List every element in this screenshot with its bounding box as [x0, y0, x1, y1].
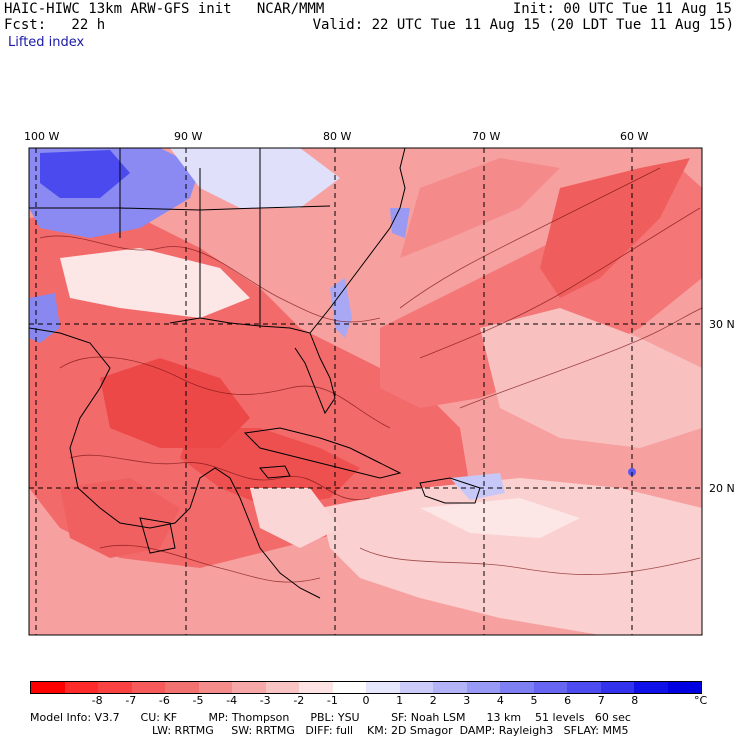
neutral-regions: [60, 248, 702, 635]
colorbar-tick-label: 5: [530, 694, 538, 707]
colorbar-swatch: [500, 682, 534, 693]
colorbar-swatch: [433, 682, 467, 693]
colorbar-swatch: [198, 682, 232, 693]
lon-label-70w: 70 W: [472, 130, 501, 143]
colorbar-swatch: [399, 682, 433, 693]
colorbar-swatch: [64, 682, 98, 693]
colorbar-tick-label: -5: [192, 694, 204, 707]
colorbar-tick-label: 7: [597, 694, 605, 707]
colorbar-swatch: [165, 682, 199, 693]
colorbar-tick-label: -3: [259, 694, 271, 707]
colorbar-swatch: [533, 682, 567, 693]
lon-label-80w: 80 W: [323, 130, 352, 143]
contour-lines: [39, 167, 702, 583]
colorbar-tick-label: 8: [631, 694, 639, 707]
lon-label-100w: 100 W: [24, 130, 60, 143]
colorbar-tick-label: 0: [362, 694, 370, 707]
colorbar-swatch: [265, 682, 299, 693]
map-frame: [28, 147, 703, 636]
colorbar-swatch: [98, 682, 132, 693]
colorbar-tick-label: -1: [326, 694, 338, 707]
colorbar-swatch: [667, 682, 701, 693]
colorbar-swatch: [567, 682, 601, 693]
colorbar-tick-label: -6: [158, 694, 170, 707]
colorbar-tick-label: 6: [564, 694, 572, 707]
colorbar: [30, 681, 702, 694]
colorbar-tick-label: -7: [125, 694, 137, 707]
colorbar-tick-label: 3: [463, 694, 471, 707]
colorbar-swatch: [232, 682, 266, 693]
colorbar-tick-label: -8: [91, 694, 103, 707]
warm-regions: [29, 158, 702, 568]
colorbar-swatch: [466, 682, 500, 693]
lon-label-60w: 60 W: [620, 130, 649, 143]
colorbar-swatch: [634, 682, 668, 693]
lat-label-30n: 30 N: [709, 318, 735, 331]
field-name: Lifted index: [8, 35, 85, 50]
colorbar-labels: -8 -7 -6 -5 -4 -3 -2 -1 0 1 2 3 4 5 6 7 8: [30, 694, 730, 708]
colorbar-swatch: [131, 682, 165, 693]
model-info-line1: Model Info: V3.7 CU: KF MP: Thompson PBL…: [30, 711, 631, 724]
colorbar-tick-label: 4: [496, 694, 504, 707]
model-title: HAIC-HIWC 13km ARW-GFS init NCAR/MMM: [4, 1, 325, 17]
colorbar-swatch: [31, 682, 65, 693]
colorbar-tick-label: -4: [226, 694, 238, 707]
init-time: Init: 00 UTC Tue 11 Aug 15: [512, 1, 732, 17]
colorbar-swatch: [600, 682, 634, 693]
valid-time: Valid: 22 UTC Tue 11 Aug 15 (20 LDT Tue …: [312, 17, 734, 33]
forecast-hour: Fcst: 22 h: [4, 17, 106, 33]
colorbar-unit: °C: [694, 694, 708, 707]
colorbar-tick-label: 1: [396, 694, 404, 707]
colorbar-tick-label: -2: [293, 694, 305, 707]
colorbar-swatch: [299, 682, 333, 693]
colorbar-swatch: [332, 682, 366, 693]
coastlines: [29, 148, 481, 599]
lon-label-90w: 90 W: [174, 130, 203, 143]
lat-label-20n: 20 N: [709, 482, 735, 495]
colorbar-tick-label: 2: [429, 694, 437, 707]
lifted-index-map: [28, 147, 703, 636]
colorbar-swatch: [366, 682, 400, 693]
model-info-line2: LW: RRTMG SW: RRTMG DIFF: full KM: 2D Sm…: [152, 724, 629, 737]
graticule: [29, 148, 702, 635]
